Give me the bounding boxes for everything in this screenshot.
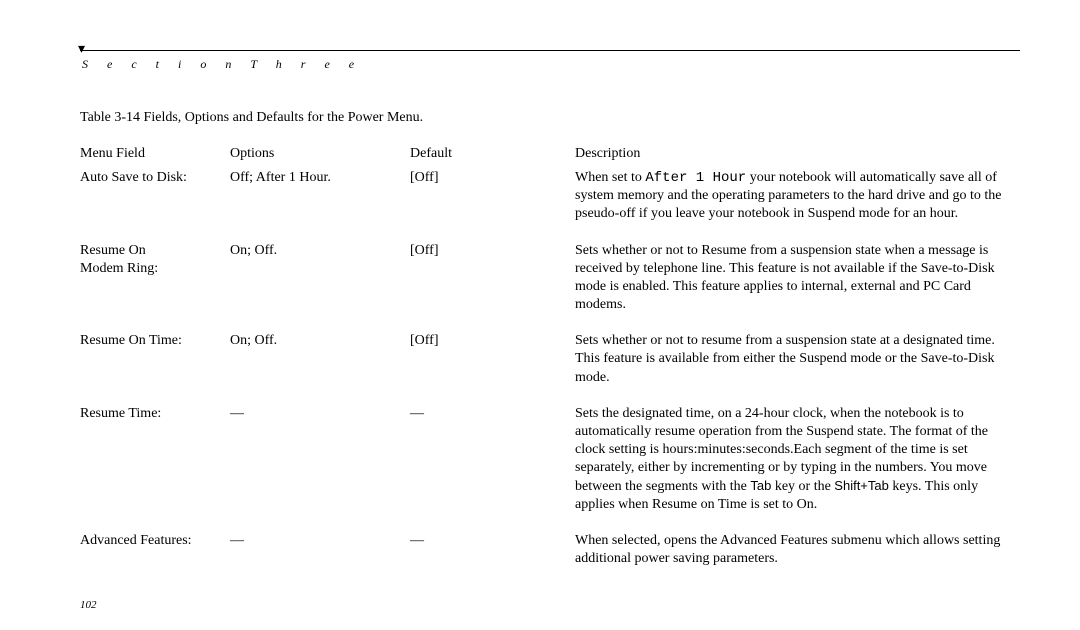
section-label: S e c t i o n T h r e e: [80, 57, 1020, 73]
cell-default: [Off]: [410, 169, 575, 242]
table-row: Resume On Time: On; Off. [Off] Sets whet…: [80, 332, 1020, 405]
cell-description: When selected, opens the Advanced Featur…: [575, 532, 1020, 586]
cell-options: —: [230, 532, 410, 586]
header-options: Options: [230, 145, 410, 169]
cell-description: When set to After 1 Hour your notebook w…: [575, 169, 1020, 242]
table-row: Auto Save to Disk: Off; After 1 Hour. [O…: [80, 169, 1020, 242]
desc-text: key or the: [771, 479, 834, 494]
header-rule: ▾: [80, 50, 1020, 51]
table-row: Resume On Modem Ring: On; Off. [Off] Set…: [80, 242, 1020, 333]
cell-description: Sets the designated time, on a 24-hour c…: [575, 405, 1020, 532]
cell-description: Sets whether or not to resume from a sus…: [575, 332, 1020, 405]
cell-menu: Resume On Modem Ring:: [80, 242, 230, 333]
cell-options: On; Off.: [230, 242, 410, 333]
cell-menu: Advanced Features:: [80, 532, 230, 586]
cell-options: —: [230, 405, 410, 532]
desc-key: Shift+Tab: [834, 478, 889, 493]
fields-table: Menu Field Options Default Description A…: [80, 145, 1020, 587]
table-header-row: Menu Field Options Default Description: [80, 145, 1020, 169]
cell-options: Off; After 1 Hour.: [230, 169, 410, 242]
desc-text: When set to: [575, 170, 645, 185]
document-page: ▾ S e c t i o n T h r e e Table 3-14 Fie…: [0, 0, 1080, 630]
cell-default: [Off]: [410, 332, 575, 405]
cell-description: Sets whether or not to Resume from a sus…: [575, 242, 1020, 333]
desc-mono: After 1 Hour: [645, 170, 746, 186]
cell-menu: Resume On Time:: [80, 332, 230, 405]
cell-menu: Resume Time:: [80, 405, 230, 532]
cell-default: [Off]: [410, 242, 575, 333]
table-row: Advanced Features: — — When selected, op…: [80, 532, 1020, 586]
cell-menu: Auto Save to Disk:: [80, 169, 230, 242]
header-menu-field: Menu Field: [80, 145, 230, 169]
table-row: Resume Time: — — Sets the designated tim…: [80, 405, 1020, 532]
page-number: 102: [80, 598, 97, 612]
cell-default: —: [410, 405, 575, 532]
cell-options: On; Off.: [230, 332, 410, 405]
cell-default: —: [410, 532, 575, 586]
desc-key: Tab: [750, 478, 771, 493]
header-default: Default: [410, 145, 575, 169]
header-description: Description: [575, 145, 1020, 169]
table-caption: Table 3-14 Fields, Options and Defaults …: [80, 109, 1020, 127]
